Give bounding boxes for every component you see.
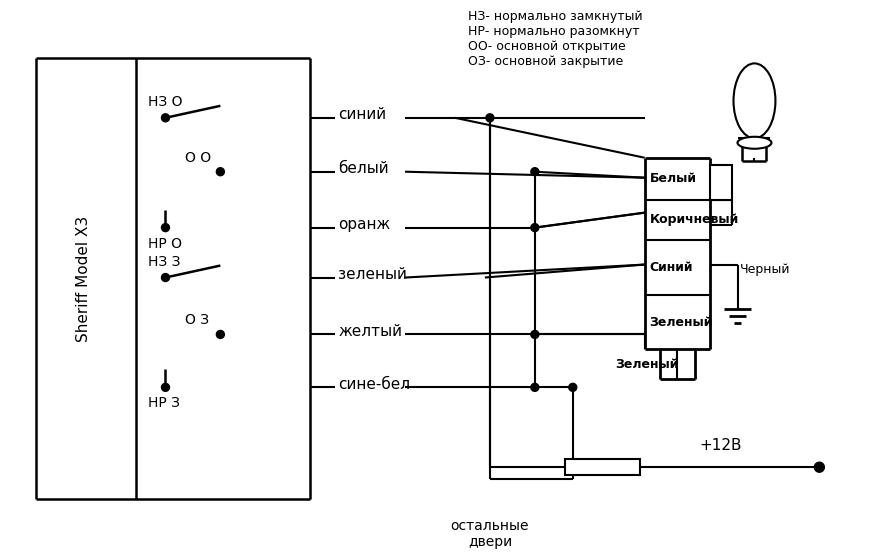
- Text: Коричневый: Коричневый: [650, 213, 739, 226]
- Circle shape: [217, 330, 225, 339]
- Text: О З: О З: [186, 314, 210, 328]
- Circle shape: [486, 114, 494, 122]
- Text: желтый: желтый: [339, 324, 402, 339]
- Text: НЗ З: НЗ З: [149, 254, 181, 268]
- Text: НР З: НР З: [149, 396, 180, 410]
- Text: О О: О О: [186, 151, 211, 165]
- Circle shape: [162, 224, 170, 232]
- Bar: [565, 459, 640, 475]
- Circle shape: [531, 330, 539, 339]
- Bar: [710, 165, 732, 200]
- Circle shape: [814, 462, 825, 472]
- Ellipse shape: [737, 137, 772, 149]
- Text: Синий: Синий: [650, 261, 693, 274]
- Text: белый: белый: [339, 161, 389, 176]
- Text: Белый: Белый: [650, 172, 697, 185]
- Text: зеленый: зеленый: [339, 267, 407, 282]
- Circle shape: [162, 383, 170, 391]
- Text: Sheriff Model X3: Sheriff Model X3: [76, 215, 91, 341]
- Circle shape: [568, 383, 576, 391]
- Text: НЗ- нормально замкнутый
НР- нормально разомкнут
ОО- основной открытие
ОЗ- основн: НЗ- нормально замкнутый НР- нормально ра…: [468, 10, 643, 68]
- Text: синий: синий: [339, 107, 386, 122]
- Text: оранж: оранж: [339, 217, 391, 232]
- Text: Черный: Черный: [740, 263, 790, 276]
- Text: сине-бел: сине-бел: [339, 377, 410, 392]
- Circle shape: [162, 114, 170, 122]
- Ellipse shape: [734, 64, 775, 138]
- Circle shape: [217, 168, 225, 176]
- Text: НЗ О: НЗ О: [149, 95, 183, 109]
- Text: +12В: +12В: [699, 437, 742, 453]
- Text: Зеленый: Зеленый: [650, 316, 713, 329]
- Circle shape: [162, 273, 170, 282]
- Circle shape: [531, 224, 539, 232]
- Text: Зеленый: Зеленый: [614, 358, 678, 371]
- Text: остальные
двери: остальные двери: [451, 519, 530, 549]
- Circle shape: [531, 168, 539, 176]
- Circle shape: [531, 383, 539, 391]
- Text: НР О: НР О: [149, 237, 182, 251]
